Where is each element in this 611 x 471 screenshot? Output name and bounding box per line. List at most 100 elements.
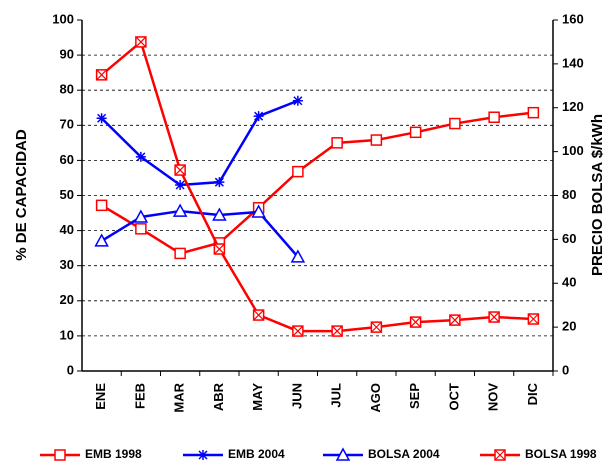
data-point <box>370 134 383 146</box>
x-tick-label: DIC <box>525 382 540 405</box>
x-tick-label: JUL <box>329 383 344 408</box>
marker-shape <box>96 113 107 124</box>
data-point <box>449 314 461 326</box>
y-tick-label: 60 <box>60 152 74 167</box>
legend-item: BOLSA 1998 <box>480 447 597 461</box>
series-line <box>100 39 534 333</box>
marker-shape <box>488 311 500 323</box>
marker-shape <box>370 321 382 333</box>
marker-shape <box>135 151 146 162</box>
marker-shape <box>370 134 383 146</box>
y2-tick-label: 60 <box>562 231 576 246</box>
data-point <box>213 243 226 255</box>
y-tick-label: 30 <box>60 257 74 272</box>
series-line <box>100 209 299 258</box>
marker-shape <box>54 449 66 461</box>
marker-shape <box>335 447 351 461</box>
marker-shape <box>292 95 303 106</box>
x-tick-label: MAY <box>250 383 265 411</box>
marker-shape <box>292 165 304 178</box>
y-tick-label: 10 <box>60 327 74 342</box>
data-point <box>251 204 266 218</box>
data-point <box>449 117 461 130</box>
marker-shape <box>494 449 506 461</box>
y-tick-label: 20 <box>60 292 74 307</box>
x-tick-label: ABR <box>211 382 226 411</box>
y-tick-label: 70 <box>60 117 74 132</box>
data-point <box>488 311 500 323</box>
x-tick-label: SEP <box>407 383 422 409</box>
x-tick-label: MAR <box>172 382 187 412</box>
y-axis-label: % DE CAPACIDAD <box>13 129 30 261</box>
data-point <box>253 111 264 122</box>
legend-item: EMB 2004 <box>183 447 285 461</box>
y2-tick-label: 160 <box>562 11 584 26</box>
y-tick-label: 40 <box>60 222 74 237</box>
marker-shape <box>212 207 227 221</box>
marker-shape <box>409 126 422 139</box>
marker-shape <box>410 316 422 328</box>
data-point <box>214 177 225 188</box>
y2-tick-label: 20 <box>562 319 576 334</box>
legend-label: EMB 2004 <box>228 447 285 461</box>
data-point <box>292 165 304 178</box>
data-point <box>174 247 186 260</box>
legend-label: EMB 1998 <box>85 447 142 461</box>
y2-tick-label: 0 <box>562 362 569 377</box>
marker-shape <box>292 325 304 337</box>
legend-label: BOLSA 2004 <box>368 447 440 461</box>
legend-item: EMB 1998 <box>40 447 142 461</box>
data-point <box>331 137 343 149</box>
data-point <box>133 209 149 223</box>
x-tick-label: ENE <box>93 383 108 410</box>
x-tick-label: AGO <box>368 383 383 413</box>
data-point <box>409 126 422 139</box>
y2-axis-label: PRECIO BOLSA $/kWh <box>589 114 606 276</box>
data-point <box>370 321 383 333</box>
legend-label: BOLSA 1998 <box>525 447 597 461</box>
marker-shape <box>449 117 461 130</box>
marker-shape <box>331 325 343 337</box>
marker-shape <box>488 111 500 123</box>
x-tick-label: FEB <box>132 383 147 409</box>
y-tick-label: 0 <box>67 362 74 377</box>
marker-shape <box>175 179 186 190</box>
data-point <box>409 316 422 328</box>
data-point <box>252 309 265 321</box>
y-tick-label: 50 <box>60 187 74 202</box>
marker-shape <box>172 203 188 217</box>
data-point <box>527 313 540 325</box>
marker-shape <box>527 106 540 119</box>
marker-shape <box>174 164 186 176</box>
data-point <box>135 151 146 162</box>
marker-shape <box>96 69 108 81</box>
marker-shape <box>133 209 149 223</box>
marker-shape <box>253 111 264 122</box>
data-point <box>174 164 186 176</box>
data-point <box>172 203 188 217</box>
data-point <box>96 113 107 124</box>
data-point <box>135 36 147 48</box>
marker-shape <box>135 36 147 48</box>
legend-marker <box>54 449 66 461</box>
data-point <box>212 207 227 221</box>
series-line <box>100 99 299 187</box>
y-tick-label: 100 <box>52 11 74 26</box>
data-point <box>175 179 186 190</box>
y2-tick-label: 80 <box>562 187 576 202</box>
data-point <box>95 69 108 81</box>
data-point <box>488 111 500 123</box>
data-point <box>292 95 303 106</box>
marker-shape <box>213 243 225 255</box>
legend: EMB 1998 EMB 2004 BOLSA 2004 BOLSA 1998 <box>40 447 597 461</box>
marker-shape <box>331 137 343 149</box>
marker-shape <box>174 247 186 260</box>
marker-shape <box>95 199 108 212</box>
marker-shape <box>214 177 225 188</box>
data-point <box>135 223 147 235</box>
data-point <box>94 233 109 247</box>
legend-marker <box>494 449 506 461</box>
data-point <box>290 249 306 263</box>
y2-tick-label: 100 <box>562 143 584 158</box>
data-point <box>292 325 304 337</box>
